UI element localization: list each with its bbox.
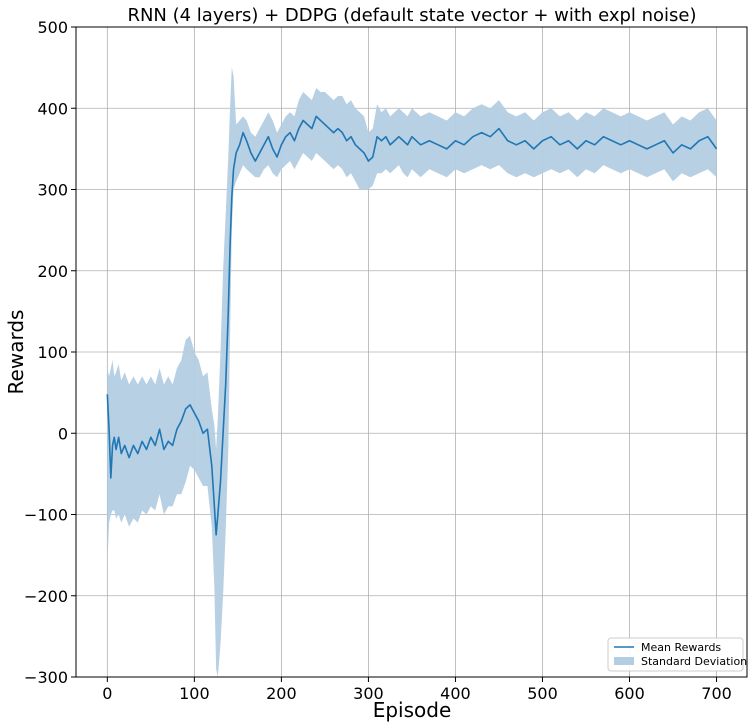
x-axis-label: Episode — [373, 698, 452, 722]
legend-band-swatch — [614, 657, 634, 665]
y-tick-label: 200 — [37, 262, 68, 281]
y-tick-label: 500 — [37, 18, 68, 37]
y-tick-label: −300 — [24, 668, 68, 687]
y-tick-label: 0 — [58, 424, 68, 443]
x-tick-label: 400 — [440, 684, 471, 703]
y-tick-label: 300 — [37, 181, 68, 200]
y-tick-label: −200 — [24, 587, 68, 606]
legend: Mean Rewards Standard Deviation — [607, 637, 747, 672]
y-tick-label: −100 — [24, 506, 68, 525]
std-deviation-band — [107, 67, 717, 677]
y-tick-label: 100 — [37, 343, 68, 362]
x-tick-label: 0 — [102, 684, 112, 703]
chart-title: RNN (4 layers) + DDPG (default state vec… — [127, 5, 696, 26]
x-tick-label: 300 — [353, 684, 384, 703]
y-axis-label: Rewards — [4, 310, 28, 395]
legend-item-standard-deviation: Standard Deviation — [641, 655, 747, 668]
mean-line-layer — [106, 115, 718, 536]
x-tick-label: 500 — [527, 684, 558, 703]
x-tick-label: 600 — [614, 684, 645, 703]
x-tick-label: 200 — [266, 684, 297, 703]
mean-rewards-line — [106, 115, 718, 536]
std-band-layer — [107, 67, 717, 677]
legend-box — [607, 637, 744, 672]
x-tick-label: 700 — [701, 684, 732, 703]
ticks: 0 100 200 300 400 500 600 700 −300 −200 −100 0 100 20… — [24, 18, 732, 703]
legend-item-mean-rewards: Mean Rewards — [641, 641, 721, 654]
x-tick-label: 100 — [179, 684, 210, 703]
y-tick-label: 400 — [37, 99, 68, 118]
